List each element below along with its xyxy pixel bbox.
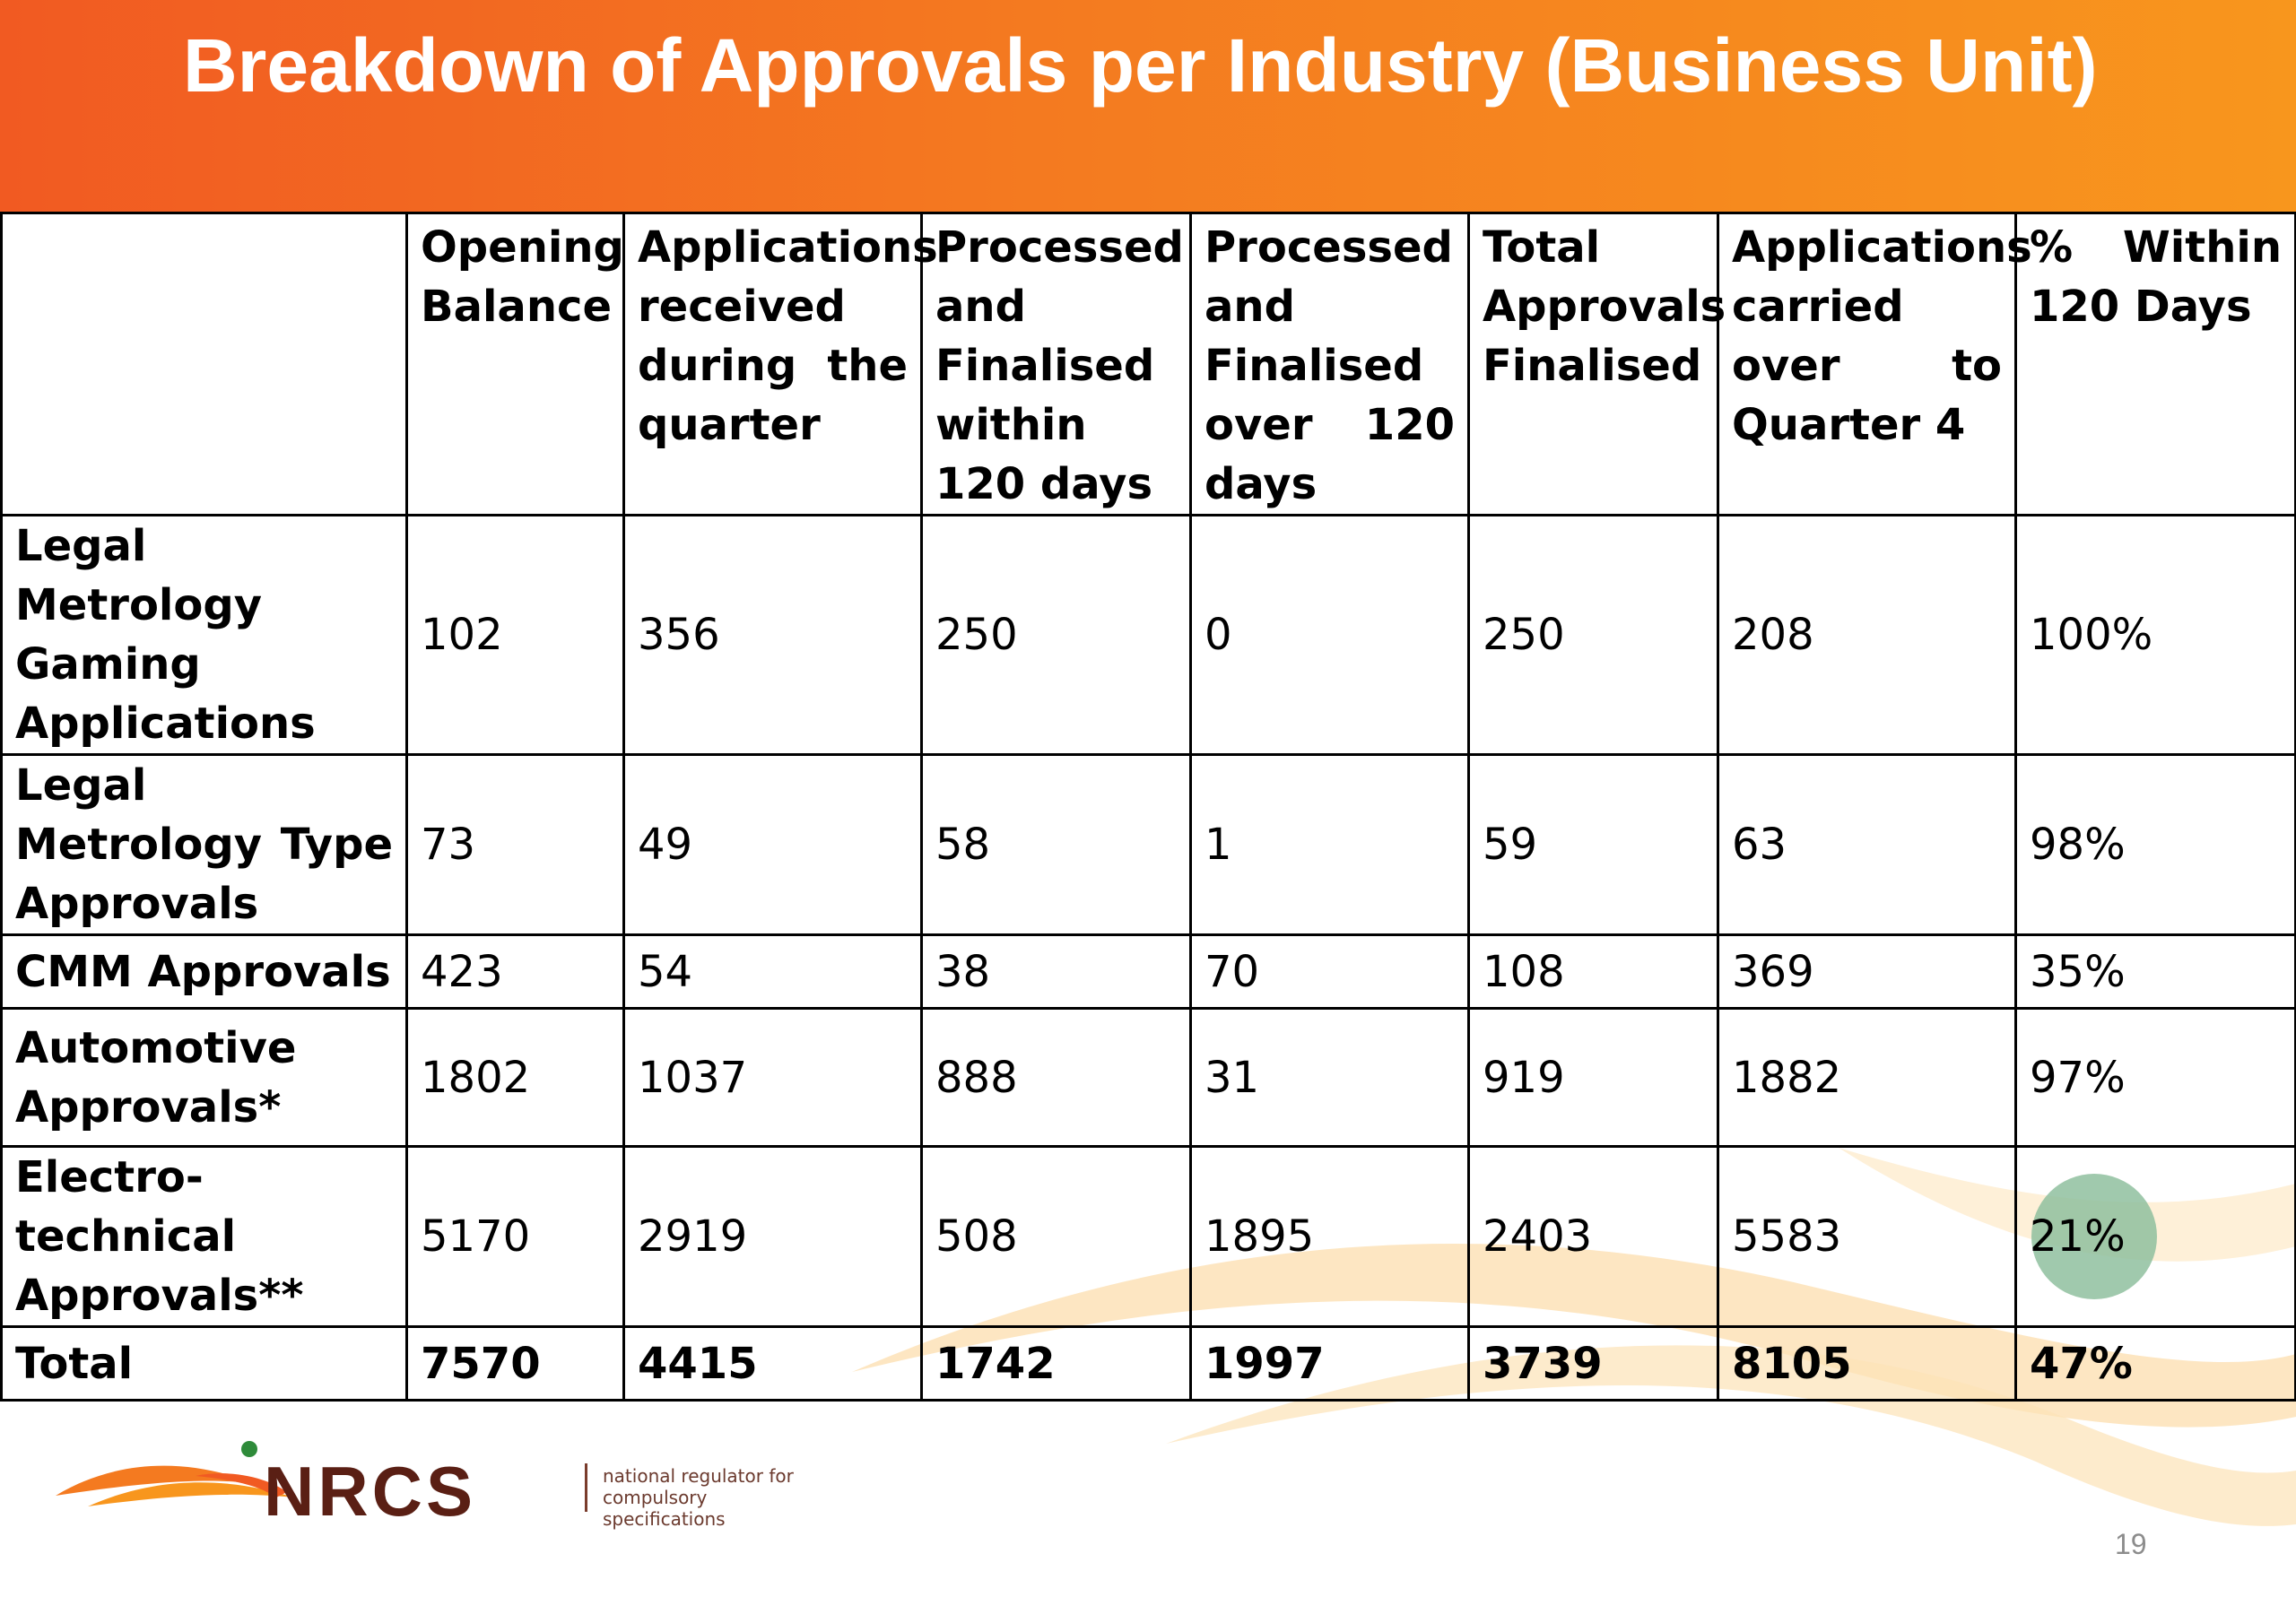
table-cell: 1997: [1189, 1325, 1470, 1402]
table-cell: 102: [405, 514, 625, 756]
table-cell: 98%: [2014, 753, 2296, 936]
table-cell: 38: [920, 933, 1192, 1010]
table-cell: 1882: [1717, 1007, 2017, 1148]
table-cell: 3739: [1467, 1325, 1719, 1402]
table-cell: 919: [1467, 1007, 1719, 1148]
approvals-table: Opening Balance Applications received du…: [0, 212, 2296, 1402]
table-cell: 1742: [920, 1325, 1192, 1402]
column-header: Applications carried over to Quarter 4: [1717, 212, 2032, 516]
table-cell: 250: [1467, 514, 1719, 756]
row-label: Legal Metrology Type Approvals: [0, 753, 408, 936]
column-header: Processed and Finalised within 120 days: [920, 212, 1192, 516]
nrcs-logo-mark: NRCS: [56, 1441, 476, 1531]
table-cell: 59: [1467, 753, 1719, 936]
table-cell: 208: [1717, 514, 2017, 756]
table-cell: 47%: [2014, 1325, 2296, 1402]
column-header: Opening Balance: [405, 212, 625, 516]
table-cell: 1: [1189, 753, 1470, 936]
nrcs-logo: NRCS national regulator for compulsory s…: [52, 1433, 805, 1532]
table-cell: 1802: [405, 1007, 625, 1148]
table-cell: 369: [1717, 933, 2017, 1010]
logo-wordmark: NRCS: [264, 1452, 476, 1531]
table-cell: 49: [622, 753, 923, 936]
column-header: Applications received during the quarter: [622, 212, 938, 516]
table-cell: 4415: [622, 1325, 923, 1402]
table-cell: 97%: [2014, 1007, 2296, 1148]
table-cell: 108: [1467, 933, 1719, 1010]
row-label: Electro-technical Approvals**: [0, 1145, 408, 1328]
table-cell: 31: [1189, 1007, 1470, 1148]
table-cell: 0: [1189, 514, 1470, 756]
table-cell: 54: [622, 933, 923, 1010]
table-cell: 70: [1189, 933, 1470, 1010]
logo-tagline: national regulator for compulsory specif…: [603, 1465, 818, 1530]
table-header-row: Opening Balance Applications received du…: [0, 212, 2296, 516]
table-cell: 7570: [405, 1325, 625, 1402]
row-label: CMM Approvals: [0, 933, 408, 1010]
table-cell: 63: [1717, 753, 2017, 936]
table-row: Legal Metrology Type Approvals 73 49 58 …: [0, 753, 2296, 936]
table-cell: 35%: [2014, 933, 2296, 1010]
logo-tagline-line2: compulsory specifications: [603, 1487, 726, 1530]
table-row: Automotive Approvals* 1802 1037 888 31 9…: [0, 1007, 2296, 1148]
table-cell: 888: [920, 1007, 1192, 1148]
column-header: Processed and Finalised over 120 days: [1189, 212, 1470, 516]
total-row: Total 7570 4415 1742 1997 3739 8105 47%: [0, 1325, 2296, 1402]
table-cell: 5170: [405, 1145, 625, 1328]
table-cell: 100%: [2014, 514, 2296, 756]
column-header: [0, 212, 408, 516]
table-row: Electro-technical Approvals** 5170 2919 …: [0, 1145, 2296, 1328]
table-cell: 250: [920, 514, 1192, 756]
table-row: Legal Metrology Gaming Applications 102 …: [0, 514, 2296, 756]
table-cell: 73: [405, 753, 625, 936]
row-label: Total: [0, 1325, 408, 1402]
table-cell: 2919: [622, 1145, 923, 1328]
highlighted-value: 21%: [2030, 1211, 2126, 1262]
table-cell: 1037: [622, 1007, 923, 1148]
row-label: Legal Metrology Gaming Applications: [0, 514, 408, 756]
table-row: CMM Approvals 423 54 38 70 108 369 35%: [0, 933, 2296, 1010]
logo-divider: [585, 1463, 587, 1512]
table-cell: 508: [920, 1145, 1192, 1328]
table-cell: 58: [920, 753, 1192, 936]
column-header: Total Approvals Finalised: [1467, 212, 1726, 516]
highlighted-cell: 21%: [2014, 1145, 2296, 1328]
table-cell: 1895: [1189, 1145, 1470, 1328]
table-cell: 2403: [1467, 1145, 1719, 1328]
table-cell: 423: [405, 933, 625, 1010]
table-cell: 356: [622, 514, 923, 756]
page-number: 19: [2115, 1528, 2147, 1560]
logo-tagline-line1: national regulator for: [603, 1465, 794, 1487]
row-label: Automotive Approvals*: [0, 1007, 408, 1148]
slide-title: Breakdown of Approvals per Industry (Bus…: [183, 23, 2098, 108]
title-bar: Breakdown of Approvals per Industry (Bus…: [0, 0, 2296, 213]
column-header: % Within 120 Days: [2014, 212, 2296, 516]
table-cell: 8105: [1717, 1325, 2017, 1402]
table-cell: 5583: [1717, 1145, 2017, 1328]
